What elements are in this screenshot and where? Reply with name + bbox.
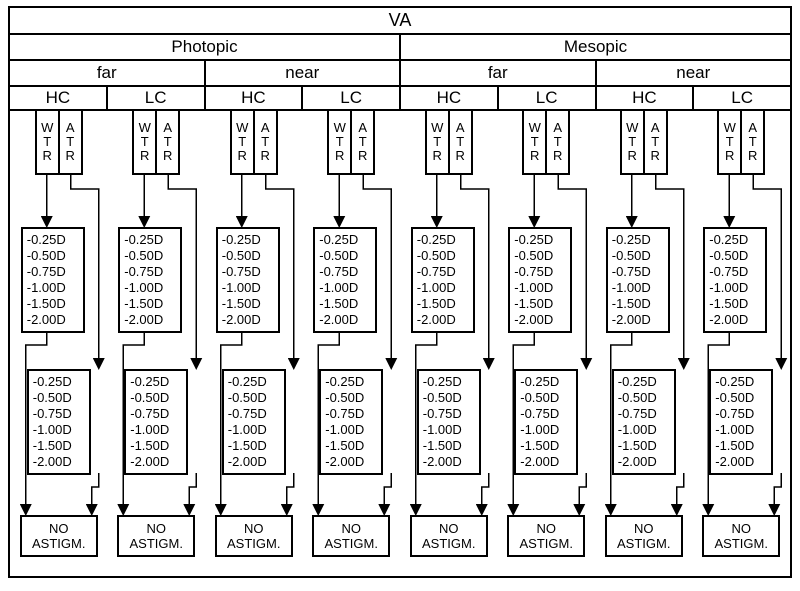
cell-lc-0: LC: [106, 87, 204, 111]
cell-mesopic: Mesopic: [399, 35, 790, 61]
cell-hc-1: HC: [204, 87, 302, 111]
arrows-svg: [10, 111, 790, 576]
wtr-atr-box-1: WTRATR: [132, 111, 180, 175]
diopter-box-atr-6: -0.25D-0.50D-0.75D-1.00D-1.50D-2.00D: [612, 369, 676, 475]
wtr-label: WTR: [134, 111, 155, 173]
diopter-box-atr-0: -0.25D-0.50D-0.75D-1.00D-1.50D-2.00D: [27, 369, 91, 475]
cell-dist-2: far: [399, 61, 595, 87]
diopter-box-atr-3: -0.25D-0.50D-0.75D-1.00D-1.50D-2.00D: [319, 369, 383, 475]
row-distance: far near far near: [10, 61, 790, 87]
atr-label: ATR: [350, 111, 373, 173]
atr-label: ATR: [58, 111, 81, 173]
wtr-atr-box-5: WTRATR: [522, 111, 570, 175]
atr-label: ATR: [448, 111, 471, 173]
no-astigm-box-6: NOASTIGM.: [605, 515, 683, 557]
atr-label: ATR: [155, 111, 178, 173]
diopter-box-wtr-5: -0.25D-0.50D-0.75D-1.00D-1.50D-2.00D: [508, 227, 572, 333]
diopter-box-wtr-0: -0.25D-0.50D-0.75D-1.00D-1.50D-2.00D: [21, 227, 85, 333]
row-light-condition: Photopic Mesopic: [10, 35, 790, 61]
no-astigm-box-1: NOASTIGM.: [117, 515, 195, 557]
cell-dist-1: near: [204, 61, 400, 87]
cell-lc-2: LC: [497, 87, 595, 111]
no-astigm-box-5: NOASTIGM.: [507, 515, 585, 557]
diagram-container: VA Photopic Mesopic far near far near HC…: [8, 6, 792, 578]
diopter-box-atr-7: -0.25D-0.50D-0.75D-1.00D-1.50D-2.00D: [709, 369, 773, 475]
wtr-label: WTR: [622, 111, 643, 173]
diopter-box-wtr-2: -0.25D-0.50D-0.75D-1.00D-1.50D-2.00D: [216, 227, 280, 333]
cell-hc-3: HC: [595, 87, 693, 111]
diopter-box-wtr-1: -0.25D-0.50D-0.75D-1.00D-1.50D-2.00D: [118, 227, 182, 333]
no-astigm-box-2: NOASTIGM.: [215, 515, 293, 557]
title: VA: [10, 8, 790, 35]
wtr-atr-box-7: WTRATR: [717, 111, 765, 175]
row-contrast: HC LC HC LC HC LC HC LC: [10, 87, 790, 111]
wtr-atr-box-4: WTRATR: [425, 111, 473, 175]
no-astigm-box-7: NOASTIGM.: [702, 515, 780, 557]
diagram-body: WTRATR-0.25D-0.50D-0.75D-1.00D-1.50D-2.0…: [10, 111, 790, 576]
cell-lc-3: LC: [692, 87, 790, 111]
diopter-box-atr-4: -0.25D-0.50D-0.75D-1.00D-1.50D-2.00D: [417, 369, 481, 475]
diopter-box-wtr-3: -0.25D-0.50D-0.75D-1.00D-1.50D-2.00D: [313, 227, 377, 333]
wtr-atr-box-3: WTRATR: [327, 111, 375, 175]
atr-label: ATR: [545, 111, 568, 173]
diopter-box-wtr-4: -0.25D-0.50D-0.75D-1.00D-1.50D-2.00D: [411, 227, 475, 333]
diopter-box-atr-5: -0.25D-0.50D-0.75D-1.00D-1.50D-2.00D: [514, 369, 578, 475]
cell-hc-0: HC: [10, 87, 106, 111]
wtr-label: WTR: [37, 111, 58, 173]
wtr-atr-box-6: WTRATR: [620, 111, 668, 175]
wtr-label: WTR: [329, 111, 350, 173]
diopter-box-atr-1: -0.25D-0.50D-0.75D-1.00D-1.50D-2.00D: [124, 369, 188, 475]
cell-dist-0: far: [10, 61, 204, 87]
wtr-label: WTR: [524, 111, 545, 173]
cell-photopic: Photopic: [10, 35, 399, 61]
no-astigm-box-0: NOASTIGM.: [20, 515, 98, 557]
cell-hc-2: HC: [399, 87, 497, 111]
wtr-label: WTR: [719, 111, 740, 173]
diopter-box-atr-2: -0.25D-0.50D-0.75D-1.00D-1.50D-2.00D: [222, 369, 286, 475]
diopter-box-wtr-7: -0.25D-0.50D-0.75D-1.00D-1.50D-2.00D: [703, 227, 767, 333]
cell-lc-1: LC: [301, 87, 399, 111]
atr-label: ATR: [740, 111, 763, 173]
wtr-atr-box-2: WTRATR: [230, 111, 278, 175]
wtr-label: WTR: [232, 111, 253, 173]
no-astigm-box-4: NOASTIGM.: [410, 515, 488, 557]
cell-dist-3: near: [595, 61, 791, 87]
wtr-label: WTR: [427, 111, 448, 173]
no-astigm-box-3: NOASTIGM.: [312, 515, 390, 557]
diopter-box-wtr-6: -0.25D-0.50D-0.75D-1.00D-1.50D-2.00D: [606, 227, 670, 333]
atr-label: ATR: [253, 111, 276, 173]
atr-label: ATR: [643, 111, 666, 173]
wtr-atr-box-0: WTRATR: [35, 111, 83, 175]
